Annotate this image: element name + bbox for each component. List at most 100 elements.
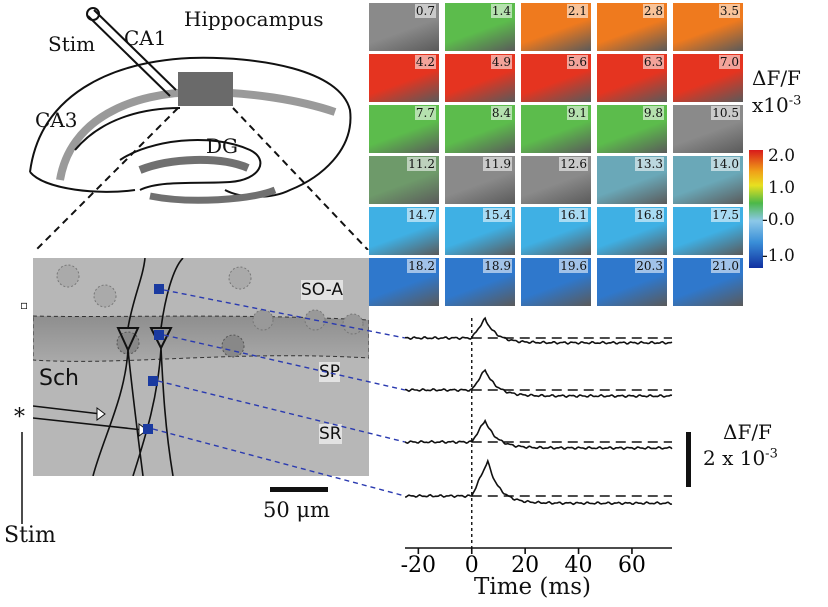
frame-tile: 7.0: [673, 54, 743, 102]
sr-label: SR: [319, 424, 342, 444]
ca3-label: CA3: [35, 108, 78, 132]
frame-tile: 11.9: [445, 156, 515, 204]
colorbar-unit: x10-3: [752, 93, 801, 117]
frame-time: 16.8: [635, 208, 664, 222]
trace-line: [405, 316, 673, 345]
frame-time: 3.5: [718, 4, 740, 18]
colorbar: [749, 150, 763, 268]
trace-scale-value: 2 x 10-3: [703, 446, 778, 470]
frame-time: 0.7: [414, 4, 436, 18]
microscopy-overlay: [33, 258, 369, 476]
trace-line: [404, 458, 673, 506]
frame-time: 8.4: [490, 106, 512, 120]
microscopy-image: SO-A SP SR Sch: [33, 258, 369, 476]
colorbar-tick: -0.0: [762, 210, 795, 230]
frame-tile: 8.4: [445, 105, 515, 153]
frame-time: 14.0: [711, 157, 740, 171]
frame-tile: 12.6: [521, 156, 591, 204]
frame-tile: 20.3: [597, 258, 667, 306]
frame-time: 11.2: [407, 157, 436, 171]
x-tick-label: -20: [401, 553, 436, 578]
frame-tile: 0.7: [369, 3, 439, 51]
frame-time: 2.1: [566, 4, 588, 18]
trace-scale-exp: -3: [765, 446, 778, 462]
so-a-label: SO-A: [301, 280, 344, 300]
frame-time: 14.7: [407, 208, 436, 222]
frame-tile: 3.5: [673, 3, 743, 51]
frame-time: 18.2: [407, 259, 436, 273]
frame-tile: 5.6: [521, 54, 591, 102]
frame-time: 17.5: [711, 208, 740, 222]
frame-time: 10.5: [711, 106, 740, 120]
frame-tile: 4.9: [445, 54, 515, 102]
frame-tile: 14.0: [673, 156, 743, 204]
frame-time: 7.7: [414, 106, 436, 120]
x-axis-title: Time (ms): [474, 574, 591, 600]
colorbar-unit-base: x10: [752, 93, 789, 117]
stim-label-bottom: Stim: [4, 523, 56, 548]
frame-time: 21.0: [711, 259, 740, 273]
asterisk: *: [14, 405, 25, 430]
frame-time: 9.8: [642, 106, 664, 120]
sch-label: Sch: [39, 366, 80, 391]
frame-time: 4.9: [490, 55, 512, 69]
frame-tile: 2.1: [521, 3, 591, 51]
sp-label: SP: [319, 362, 341, 382]
x-tick-label: 40: [565, 553, 593, 578]
x-tick-label: 60: [618, 553, 646, 578]
small-marker: ▫: [20, 298, 29, 312]
dg-label: DG: [206, 134, 239, 158]
frame-time: 9.1: [566, 106, 588, 120]
frame-tile: 16.1: [521, 207, 591, 255]
frame-tile: 9.1: [521, 105, 591, 153]
trace-line: [404, 418, 673, 451]
trace-scale-title: ΔF/F: [723, 420, 772, 444]
colorbar-tick: 1.0: [768, 178, 796, 198]
colorbar-tick: 2.0: [768, 146, 796, 166]
colorbar-tick: -1.0: [762, 246, 795, 266]
hippocampus-schematic: [29, 7, 369, 250]
stim-label-top: Stim: [48, 32, 96, 56]
x-tick-label: 0: [465, 553, 479, 578]
frame-tile: 11.2: [369, 156, 439, 204]
frame-tile: 21.0: [673, 258, 743, 306]
frame-tile: 18.9: [445, 258, 515, 306]
frame-time: 13.3: [635, 157, 664, 171]
trace-line: [404, 368, 673, 398]
frame-time: 19.6: [559, 259, 588, 273]
frame-time: 16.1: [559, 208, 588, 222]
frame-time: 2.8: [642, 4, 664, 18]
frame-tile: 18.2: [369, 258, 439, 306]
frame-tile: 7.7: [369, 105, 439, 153]
ca1-label: CA1: [124, 26, 167, 50]
stim-line: [21, 432, 23, 524]
trace-scale-bar: [686, 432, 691, 487]
frame-tile: 10.5: [673, 105, 743, 153]
scale-bar: [270, 487, 328, 492]
frame-time: 6.3: [642, 55, 664, 69]
hippocampus-label: Hippocampus: [184, 7, 324, 31]
frame-tile: 4.2: [369, 54, 439, 102]
frame-time: 4.2: [414, 55, 436, 69]
frame-tile: 17.5: [673, 207, 743, 255]
frame-time: 20.3: [635, 259, 664, 273]
frame-time: 1.4: [490, 4, 512, 18]
frame-time: 15.4: [483, 208, 512, 222]
frame-tile: 2.8: [597, 3, 667, 51]
frame-time: 11.9: [483, 157, 512, 171]
frame-tile: 15.4: [445, 207, 515, 255]
frame-tile: 13.3: [597, 156, 667, 204]
scale-bar-label: 50 μm: [263, 498, 330, 522]
x-tick-label: 20: [511, 553, 539, 578]
frame-tile: 19.6: [521, 258, 591, 306]
frame-tile: 16.8: [597, 207, 667, 255]
frame-tile: 1.4: [445, 3, 515, 51]
frame-time: 7.0: [718, 55, 740, 69]
frame-time: 12.6: [559, 157, 588, 171]
colorbar-title: ΔF/F: [752, 66, 801, 90]
frame-tile: 14.7: [369, 207, 439, 255]
trace-scale-base: 2 x 10: [703, 446, 766, 470]
colorbar-unit-exp: -3: [788, 93, 802, 109]
